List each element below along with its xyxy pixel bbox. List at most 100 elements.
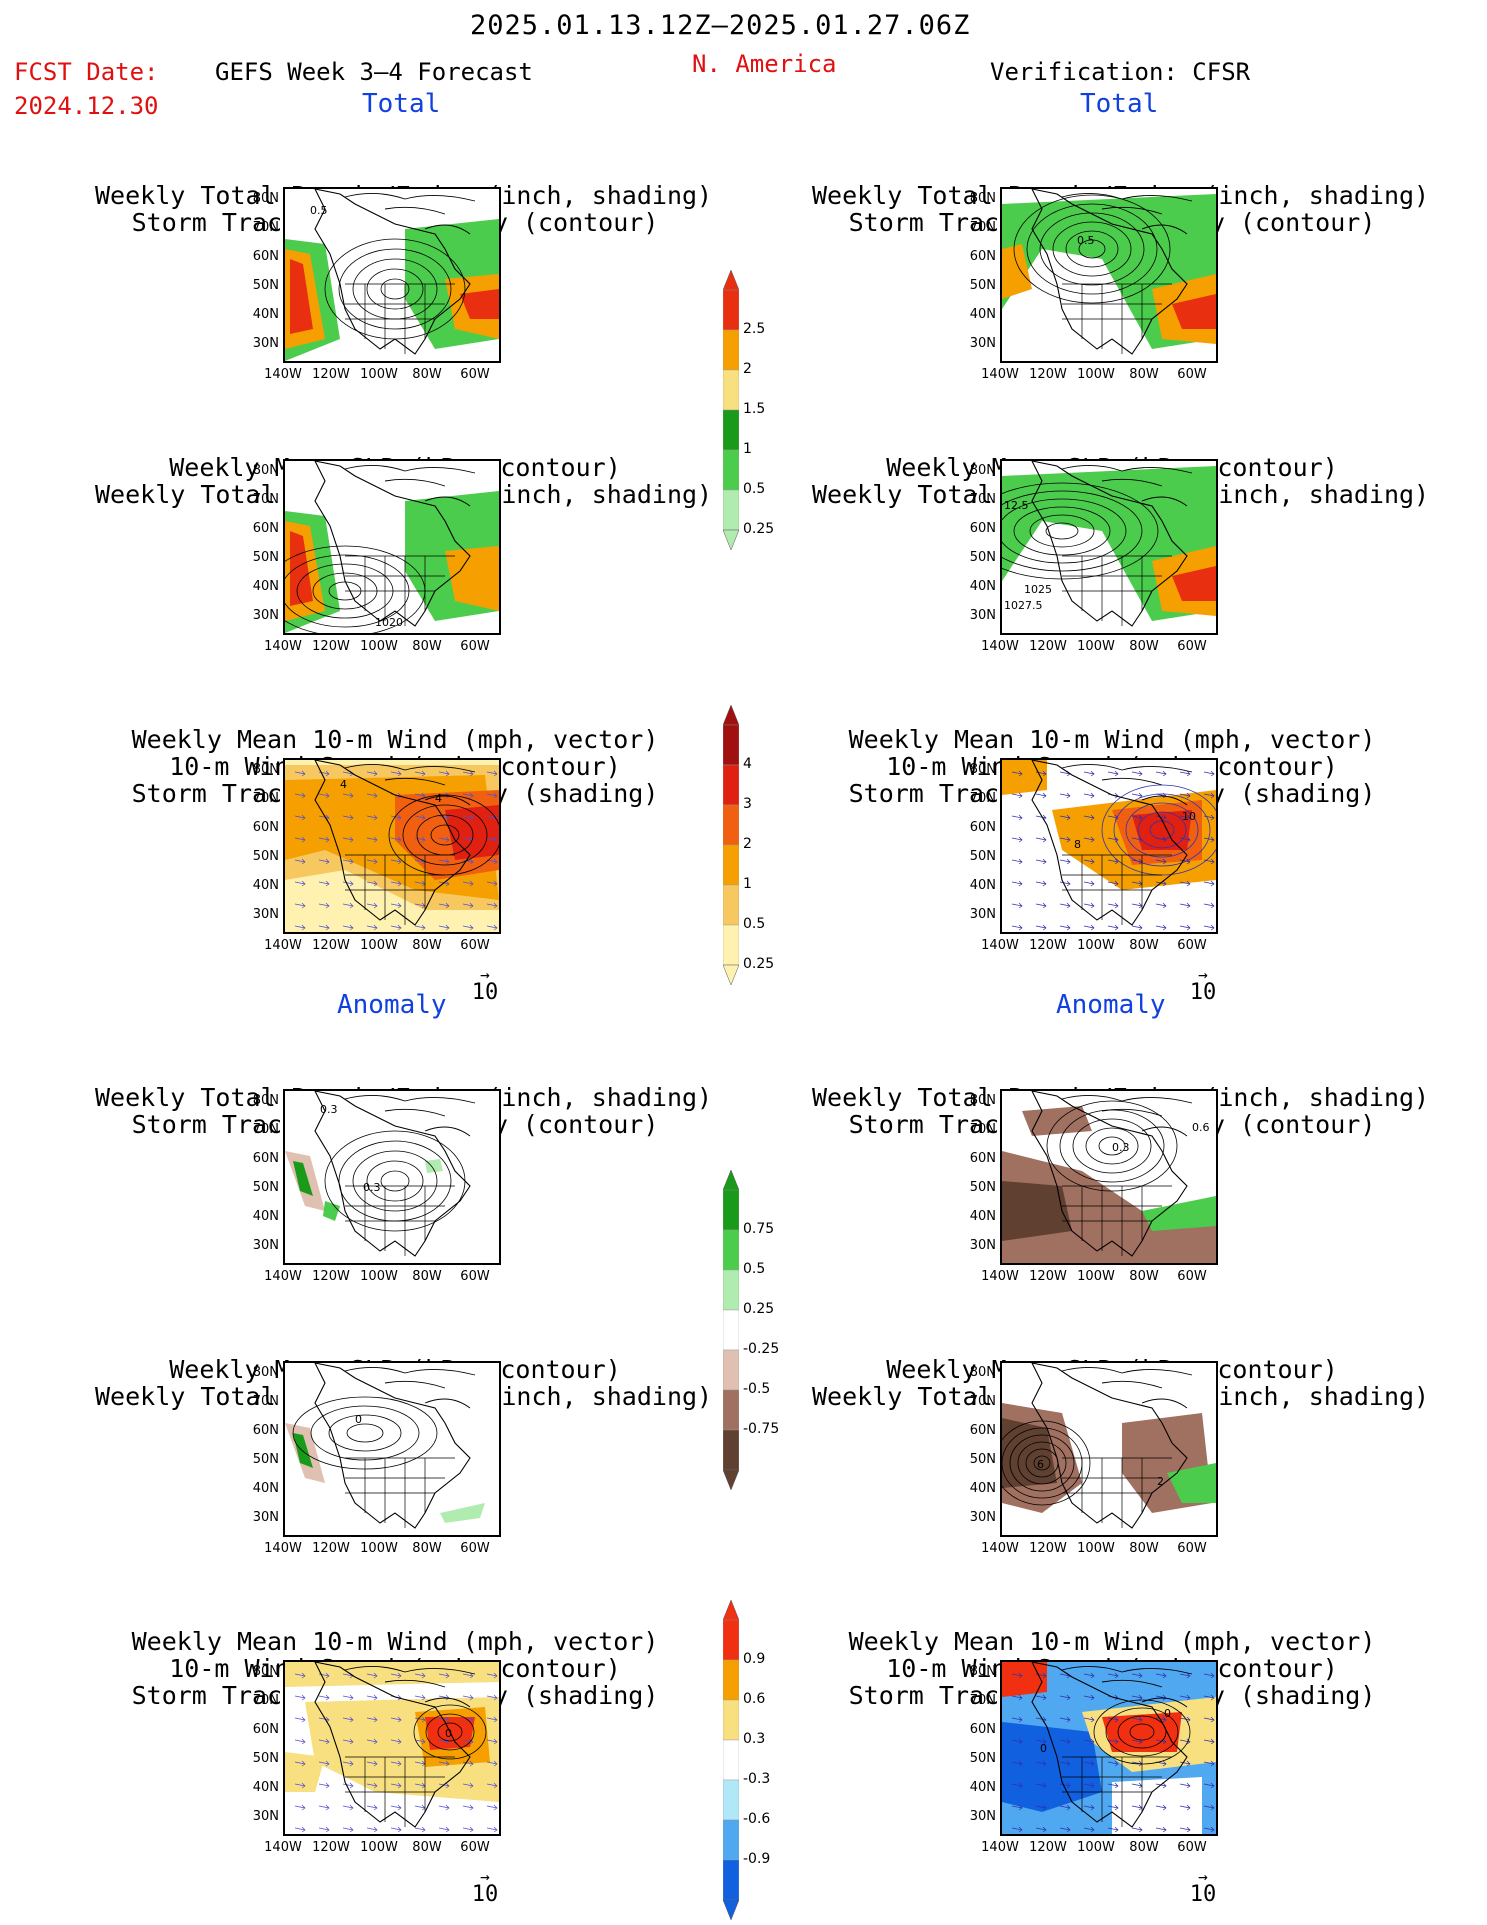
wind-vector (1155, 1738, 1167, 1745)
anom-dry-north (1022, 1106, 1092, 1136)
wind-vector (1107, 1738, 1119, 1745)
slp-contour (1013, 506, 1111, 556)
arctic-islands (344, 1367, 476, 1409)
wind-vector (486, 1716, 498, 1723)
anom-track-zero (1112, 1777, 1202, 1834)
wind-vector (462, 814, 474, 821)
wind-vector (366, 924, 378, 931)
lon-tick-label: 80W (412, 1269, 442, 1284)
wind-vector (486, 902, 498, 909)
colorbar-label: 1 (743, 876, 752, 892)
region-label: N. America (692, 50, 837, 78)
state-borders (1062, 555, 1172, 626)
lon-tick-label: 80W (1129, 938, 1159, 953)
colorbar-segment (722, 1819, 740, 1861)
state-borders (1062, 1457, 1172, 1528)
wind-vector (462, 1716, 474, 1723)
wind-vector (486, 1804, 498, 1811)
lat-tick-label: 40N (252, 1481, 279, 1496)
wind-vector (342, 880, 354, 887)
lat-tick-label: 60N (252, 1722, 279, 1737)
wind-vector (414, 814, 426, 821)
wind-vector (1203, 924, 1215, 931)
wind-vector (1059, 1716, 1071, 1723)
contour-label: 0.3 (363, 1181, 381, 1194)
wind-vector (414, 792, 426, 799)
arctic-islands (1061, 193, 1193, 235)
colorbar-segment (722, 1269, 740, 1311)
lon-tick-label: 100W (1077, 367, 1115, 382)
map-canvas: 0.3 0.3 (285, 1091, 476, 1257)
map-canvas: 0 (285, 1363, 485, 1529)
colorbar-cap-bottom (722, 964, 740, 986)
wind-vector (1107, 880, 1119, 887)
lon-tick-label: 120W (312, 938, 350, 953)
lon-tick-label: 140W (264, 1541, 302, 1556)
map-precip-track-total-forecast: 0.5 (283, 187, 501, 363)
lon-tick-label: 100W (360, 1269, 398, 1284)
wind-vector (1155, 814, 1167, 821)
wind-vector (1059, 814, 1071, 821)
colorbar-label: -0.5 (743, 1381, 771, 1397)
wind-vector (1179, 1760, 1191, 1767)
wind-vector (1059, 836, 1071, 843)
wind-vector (318, 1826, 330, 1833)
colorbar-label: -0.6 (743, 1811, 771, 1827)
wind-vector (318, 924, 330, 931)
wind-vector (438, 902, 450, 909)
wind-vector (342, 1760, 354, 1767)
lat-tick-label: 50N (252, 1452, 279, 1467)
lat-tick-label: 30N (969, 336, 996, 351)
wind-vector (1131, 1716, 1143, 1723)
wind-vector (462, 792, 474, 799)
slp-contour (1002, 1420, 1091, 1506)
contour-label: 8 (1074, 838, 1081, 851)
lat-tick-label: 50N (252, 1180, 279, 1195)
lat-tick-label: 30N (969, 1809, 996, 1824)
wind-vector (342, 1826, 354, 1833)
wind-vector (486, 1672, 498, 1679)
wind-vector (1059, 1826, 1071, 1833)
wind-vector (1035, 1694, 1047, 1701)
wind-vector (1155, 1804, 1167, 1811)
colorbar-label: 1.5 (743, 401, 766, 417)
wind-vector (1131, 924, 1143, 931)
track-contour (380, 278, 410, 300)
lat-tick-label: 80N (252, 191, 279, 206)
wind-vector (1179, 902, 1191, 909)
lat-tick-label: 40N (252, 878, 279, 893)
wind-vector (1107, 1804, 1119, 1811)
lat-tick-label: 70N (969, 1693, 996, 1708)
colorbar-segment (722, 1389, 740, 1431)
wind-vector (390, 1782, 402, 1789)
wind-speed-contour (402, 804, 488, 866)
lat-tick-label: 50N (252, 1751, 279, 1766)
wind-vector (1107, 1672, 1119, 1679)
wind-vector (414, 770, 426, 777)
wind-vector (414, 924, 426, 931)
lat-tick-label: 30N (252, 608, 279, 623)
vector-ref-total-left: → 10 (471, 965, 499, 1006)
map-slp-total-forecast: 1020 (283, 459, 501, 635)
slp-contour (1002, 498, 1127, 564)
wind-vector (486, 792, 498, 799)
map-wind-anom-forecast: 0 (283, 1660, 501, 1836)
wind-vector (366, 1826, 378, 1833)
lat-tick-label: 80N (969, 1664, 996, 1679)
wind-vector (462, 1826, 474, 1833)
lon-tick-label: 100W (360, 367, 398, 382)
lat-tick-label: 60N (252, 820, 279, 835)
colorbar-label: 0.6 (743, 1691, 766, 1707)
anom-dry-broad (1002, 1151, 1216, 1263)
lat-tick-label: 30N (252, 1809, 279, 1824)
lat-tick-label: 70N (969, 492, 996, 507)
colorbar-segment (722, 289, 740, 331)
wind-vector (294, 1716, 306, 1723)
wind-vector (1011, 1782, 1023, 1789)
wind-vector (1011, 1760, 1023, 1767)
wind-vector (1131, 792, 1143, 799)
colorbar-label: -0.75 (743, 1421, 780, 1437)
contour-label: 0.3 (320, 1103, 338, 1116)
wind-vector (366, 1738, 378, 1745)
